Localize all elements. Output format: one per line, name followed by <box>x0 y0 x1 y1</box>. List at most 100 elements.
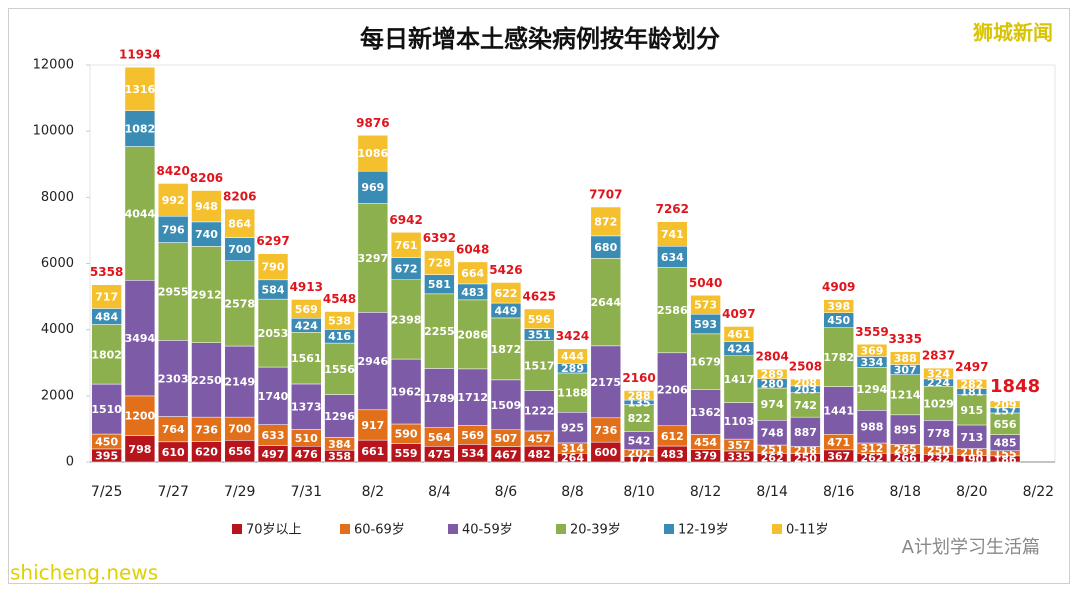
total-label: 2837 <box>922 349 955 363</box>
data-label: 925 <box>561 422 584 435</box>
data-label: 634 <box>661 251 684 264</box>
data-label: 2303 <box>158 372 189 385</box>
data-label: 1789 <box>424 392 455 405</box>
x-tick-label: 7/27 <box>157 484 188 500</box>
x-tick-label: 7/31 <box>291 484 322 500</box>
data-label: 307 <box>894 364 917 377</box>
data-label: 1373 <box>291 401 322 414</box>
data-label: 461 <box>727 328 750 341</box>
data-label: 656 <box>994 418 1017 431</box>
data-label: 596 <box>528 313 551 326</box>
legend-label: 12-19岁 <box>678 523 729 538</box>
total-label: 4548 <box>323 292 356 306</box>
data-label: 449 <box>494 304 517 317</box>
bar-segment <box>590 206 621 237</box>
data-label: 2086 <box>457 328 488 341</box>
data-label: 351 <box>528 329 551 342</box>
data-label: 1561 <box>291 352 322 365</box>
data-label: 476 <box>295 448 318 461</box>
data-label: 484 <box>95 310 118 323</box>
data-label: 1417 <box>724 373 755 386</box>
data-label: 1200 <box>125 410 156 423</box>
bar-segment <box>257 366 289 425</box>
bar-segment <box>723 355 755 403</box>
bar-segment <box>324 342 355 395</box>
x-tick-label: 8/18 <box>890 484 921 500</box>
total-label: 8206 <box>223 190 256 204</box>
data-label: 186 <box>994 453 1017 466</box>
data-label: 510 <box>295 432 318 445</box>
data-label: 1188 <box>557 387 588 400</box>
legend-swatch <box>664 524 674 534</box>
data-label: 742 <box>794 399 817 412</box>
data-label: 1679 <box>690 356 721 369</box>
bar-segment <box>224 260 255 347</box>
data-label: 974 <box>761 398 784 411</box>
y-tick-label: 8000 <box>41 190 74 205</box>
data-label: 778 <box>927 427 950 440</box>
x-tick-label: 8/22 <box>1023 484 1054 500</box>
bar-segment <box>324 311 355 330</box>
bar-segment <box>457 299 488 370</box>
bar-segment <box>124 395 156 436</box>
y-tick-label: 0 <box>66 455 74 470</box>
data-label: 948 <box>195 200 218 213</box>
data-label: 398 <box>827 300 850 313</box>
bar-segment <box>657 266 688 354</box>
bar-segment <box>291 299 322 319</box>
data-label: 1103 <box>724 415 755 428</box>
data-label: 717 <box>95 291 118 304</box>
bar-segment <box>490 282 522 304</box>
data-label: 202 <box>628 447 651 460</box>
bar-segment <box>91 383 122 435</box>
bar-segment <box>124 280 156 397</box>
bar-segment <box>756 387 788 421</box>
bar-segment <box>524 340 555 391</box>
data-label: 661 <box>361 445 384 458</box>
data-label: 1872 <box>491 343 522 356</box>
data-label: 534 <box>461 447 484 460</box>
data-label: 457 <box>528 432 551 445</box>
data-label: 672 <box>395 263 418 276</box>
data-label: 312 <box>860 442 883 455</box>
data-label: 822 <box>628 412 651 425</box>
bar-segment <box>790 378 821 387</box>
data-label: 450 <box>827 314 850 327</box>
data-label: 250 <box>794 452 817 465</box>
total-label: 2497 <box>955 360 988 374</box>
total-label: 2804 <box>755 350 788 364</box>
bar-segment <box>124 66 156 111</box>
data-label: 358 <box>328 450 351 463</box>
bar-segment <box>557 348 588 364</box>
legend-swatch <box>772 524 782 534</box>
bar-segment <box>823 299 854 314</box>
bar-segment <box>424 250 455 275</box>
data-label: 264 <box>561 452 584 465</box>
data-label: 265 <box>894 443 917 456</box>
total-label: 8420 <box>156 164 189 178</box>
x-tick-label: 8/12 <box>690 484 721 500</box>
data-label: 224 <box>927 377 950 390</box>
data-label: 357 <box>727 439 750 452</box>
bar-segment <box>291 383 322 430</box>
bar-segment <box>191 221 222 247</box>
data-label: 395 <box>95 449 118 462</box>
bar-segment <box>224 208 255 238</box>
data-label: 483 <box>661 448 684 461</box>
data-label: 450 <box>95 435 118 448</box>
bar-segment <box>157 183 189 217</box>
total-label: 5426 <box>489 263 522 277</box>
bar-segment <box>124 435 156 463</box>
data-label: 1296 <box>324 410 355 423</box>
bar-segment <box>524 308 555 329</box>
total-label: 4909 <box>822 280 855 294</box>
bar-segment <box>157 242 189 341</box>
data-label: 335 <box>727 450 750 463</box>
data-label: 761 <box>395 239 418 252</box>
bar-segment <box>490 317 522 381</box>
data-label: 1509 <box>491 399 522 412</box>
bar-segment <box>91 324 122 385</box>
data-label: 590 <box>395 428 418 441</box>
legend-swatch <box>448 524 458 534</box>
data-label: 288 <box>628 389 651 402</box>
